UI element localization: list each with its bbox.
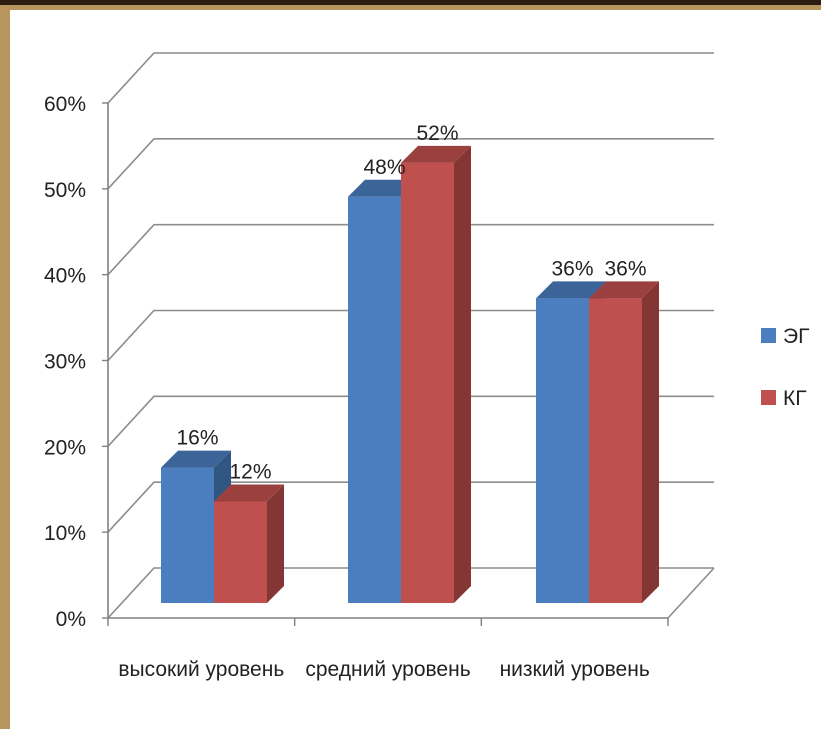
- y-tick-label: 60%: [44, 93, 86, 116]
- y-tick-label: 40%: [44, 265, 86, 288]
- grid-layer: [107, 52, 715, 619]
- legend-label: ЭГ: [783, 325, 809, 348]
- legend-label: КГ: [783, 387, 807, 410]
- bar-layer: [161, 145, 659, 603]
- bar-front: [401, 162, 454, 603]
- data-label: 36%: [551, 257, 593, 280]
- y-tick-label: 20%: [44, 436, 86, 459]
- bar-top: [536, 281, 606, 299]
- x-tick-label: высокий уровень: [118, 658, 284, 681]
- data-label: 52%: [416, 122, 458, 145]
- x-tick-label: низкий уровень: [500, 658, 650, 681]
- gridline: [107, 481, 714, 533]
- gridline: [107, 395, 714, 447]
- gridline: [107, 309, 714, 362]
- data-label: 12%: [229, 460, 271, 483]
- bar-front: [348, 196, 401, 603]
- bar-top: [161, 450, 231, 468]
- bar-front: [536, 298, 589, 603]
- legend-swatch: [761, 390, 776, 405]
- bar-top: [348, 179, 418, 197]
- slide-frame-top-edge: [0, 0, 821, 5]
- label-layer: 16% 12% 48% 52% 36% 36%: [176, 122, 646, 484]
- bar-side: [454, 145, 471, 603]
- axis-layer: 0% 10% 20% 30% 40% 50% 60% высокий уровень средн…: [44, 93, 669, 681]
- bar-front: [589, 298, 642, 603]
- data-label: 36%: [604, 257, 646, 280]
- x-tick-label: средний уровень: [305, 658, 470, 681]
- floor-edge: [667, 567, 715, 619]
- gridline: [107, 52, 714, 104]
- data-label: 16%: [176, 427, 218, 450]
- bar-side: [642, 281, 659, 603]
- bar-top: [589, 281, 659, 299]
- data-label: 48%: [363, 156, 405, 179]
- bar-side: [267, 484, 284, 603]
- legend: ЭГ КГ: [761, 325, 809, 410]
- gridline: [107, 138, 714, 190]
- gridline: [107, 567, 714, 619]
- y-tick-label: 10%: [44, 522, 86, 545]
- y-tick-label: 0%: [56, 608, 86, 631]
- y-tick-label: 30%: [44, 351, 86, 374]
- bar-top: [214, 484, 284, 502]
- bar-front: [161, 467, 214, 603]
- gridline: [107, 223, 714, 276]
- bar-top: [401, 145, 471, 163]
- legend-swatch: [761, 328, 776, 343]
- bar-front: [214, 501, 267, 603]
- y-tick-label: 50%: [44, 179, 86, 202]
